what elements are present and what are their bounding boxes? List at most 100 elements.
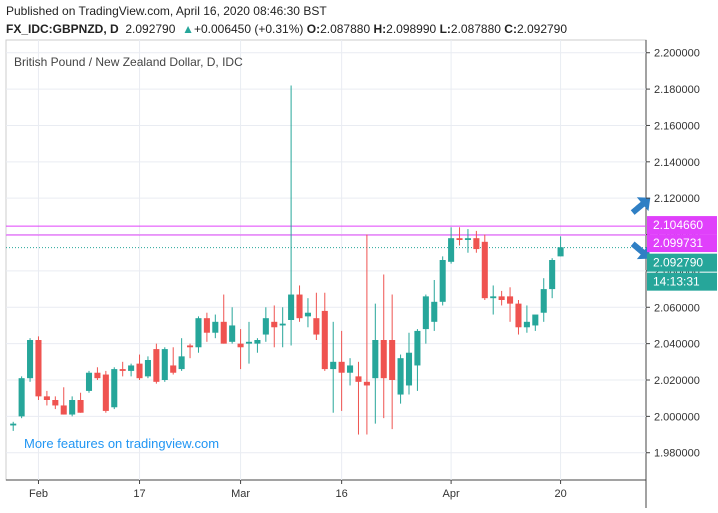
candle [144,356,151,379]
candle-body [288,294,295,320]
candle [178,338,185,371]
candle-body [414,330,421,366]
candle [304,298,311,328]
x-tick-label: 17 [133,488,145,500]
candle [481,234,488,300]
high-label: H: [373,22,387,36]
candle-body [144,360,151,377]
symbol-info-line: FX_IDC:GBPNZD, D 2.092790 ▲+0.006450 (+0… [6,22,567,36]
level-tag-text: 2.099731 [653,236,703,250]
candle-body [523,321,530,328]
candle-body [389,340,396,380]
arrow-shape [630,197,651,215]
candle [195,316,202,353]
candle [288,85,295,346]
candle-body [187,345,194,348]
candle [271,305,278,348]
candle [187,343,194,359]
candle [473,230,480,253]
candle-body [431,301,438,322]
level-tag-text: 2.104660 [653,218,703,232]
close-value: 2.092790 [516,22,568,36]
level-tag: 2.099731 [647,234,717,253]
candle-body [380,340,387,379]
candle [330,321,337,413]
candle-body [473,238,480,250]
x-tick-label: 20 [554,488,566,500]
candle-body [161,349,168,380]
arrow-down-right-icon [630,241,651,260]
candle-body [52,400,59,406]
candle-body [35,340,42,397]
x-tick-label: Apr [443,488,460,500]
candle-body [220,321,227,344]
candle [10,421,17,431]
y-tick-label: 1.980000 [654,448,700,460]
candle [355,361,362,435]
candle-body [347,365,354,373]
candle-body [549,260,556,290]
y-tick-label: 2.040000 [654,339,700,351]
candle [347,358,354,386]
candle [119,361,126,377]
x-tick-label: Feb [29,488,48,500]
x-tick-label: 16 [336,488,348,500]
candle-body [85,372,93,391]
candle [153,343,160,384]
candle-body [94,372,101,379]
y-tick-label: 2.180000 [654,84,700,96]
time-axis[interactable]: Feb 17 Mar 16 Apr 20 [29,480,567,500]
candle-body [296,294,303,319]
candle-body [330,361,337,370]
candle-body [464,238,471,240]
candle-body [355,376,362,382]
candle-body [60,405,67,415]
candle [52,396,59,410]
candle [279,307,286,348]
candle [464,229,471,253]
arrow-up-right-icon [630,197,651,215]
promo-link[interactable]: More features on tradingview.com [24,436,219,451]
level-tag: 2.104660 [647,216,717,235]
candle-body [490,296,497,299]
candle [102,370,109,413]
candle [212,314,219,339]
y-tick-label: 2.020000 [654,375,700,387]
symbol-name[interactable]: FX_IDC:GBPNZD, D [6,22,119,36]
candle [60,387,67,415]
candle-body [540,289,547,313]
candle [77,392,84,413]
low-value: 2.087880 [450,22,501,36]
candle-body [111,369,118,408]
annotation-arrows [630,197,651,260]
candle-body [422,296,429,330]
candle-body [304,312,311,317]
open-label: O: [306,22,321,36]
candle-body [279,323,286,326]
candle [515,300,522,335]
candle-body [170,365,177,373]
candle-body [498,296,505,300]
candle [490,285,497,315]
countdown-tag-bg [647,272,717,291]
candle-body [405,352,413,386]
close-label: C: [504,22,517,36]
candle-body [229,325,236,342]
candle [203,312,210,342]
candle [532,314,539,331]
candle [321,292,328,371]
candle-body [313,318,320,335]
y-tick-label: 2.000000 [654,411,700,423]
candle [170,347,177,375]
candle-body [178,356,185,370]
candle [111,367,118,410]
candle [439,256,446,306]
x-tick-label: Mar [231,488,250,500]
candle [85,370,93,393]
candle [220,294,227,344]
candle [338,330,345,411]
candle-body [153,349,160,382]
candle-body [515,303,522,328]
candle-body [481,241,488,299]
